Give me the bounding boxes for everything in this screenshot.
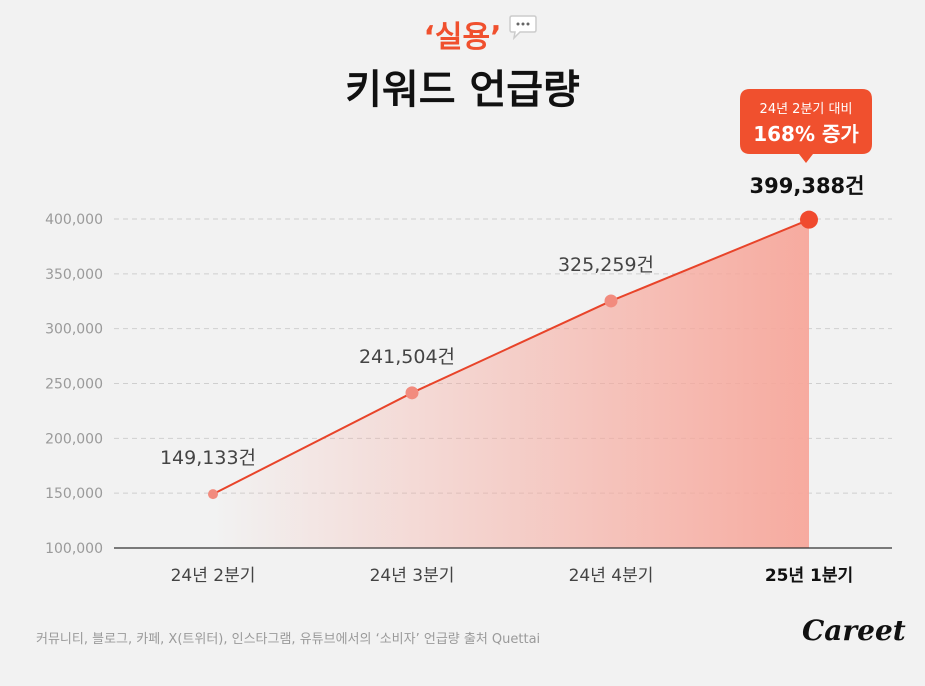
- callout-badge: 24년 2분기 대비 168% 증가: [740, 89, 872, 163]
- data-label: 325,259건: [558, 254, 654, 276]
- data-point: [208, 489, 218, 500]
- y-tick-label: 300,000: [45, 322, 103, 338]
- data-label: 149,133건: [160, 447, 256, 469]
- y-axis-ticks: 100,000 150,000 200,000 250,000 300,000 350,0…: [45, 212, 103, 557]
- callout-line2: 168% 증가: [753, 122, 859, 146]
- data-point: [604, 294, 618, 308]
- data-points: [208, 210, 818, 500]
- y-tick-label: 400,000: [45, 212, 103, 228]
- title-keyword: ‘실용’: [423, 15, 537, 58]
- series-line: [212, 218, 810, 496]
- data-label: 399,388건: [750, 174, 865, 198]
- line-area-chart: 100,000 150,000 200,000 250,000 300,000 350,0…: [45, 89, 892, 586]
- brand-logo: Careet: [802, 614, 906, 647]
- data-labels: 149,133건 241,504건 325,259건 399,388건: [160, 174, 865, 469]
- title-block: ‘실용’ 키워드 언급량: [0, 15, 925, 116]
- y-tick-label: 350,000: [45, 267, 103, 283]
- x-tick-label: 25년 1분기: [765, 566, 853, 586]
- y-tick-label: 150,000: [45, 486, 103, 502]
- area-fill: [213, 219, 809, 549]
- data-point: [800, 210, 818, 229]
- y-tick-label: 200,000: [45, 431, 103, 447]
- y-tick-label: 100,000: [45, 541, 103, 557]
- x-tick-label: 24년 3분기: [370, 566, 455, 586]
- data-label: 241,504건: [359, 346, 455, 368]
- x-tick-label: 24년 4분기: [569, 566, 654, 586]
- x-tick-label: 24년 2분기: [171, 566, 256, 586]
- data-point: [405, 386, 419, 400]
- source-note: 커뮤니티, 블로그, 카페, X(트위터), 인스타그램, 유튜브에서의 ‘소비…: [36, 632, 541, 647]
- callout-line1: 24년 2분기 대비: [760, 102, 853, 117]
- y-tick-label: 250,000: [45, 377, 103, 393]
- callout-bubble: [740, 89, 872, 163]
- title-keyword-text: ‘실용’: [423, 20, 502, 55]
- x-axis-ticks: 24년 2분기 24년 3분기 24년 4분기 25년 1분기: [171, 566, 854, 586]
- speech-bubble-icon: [508, 15, 537, 40]
- page-title: 키워드 언급량: [345, 67, 580, 113]
